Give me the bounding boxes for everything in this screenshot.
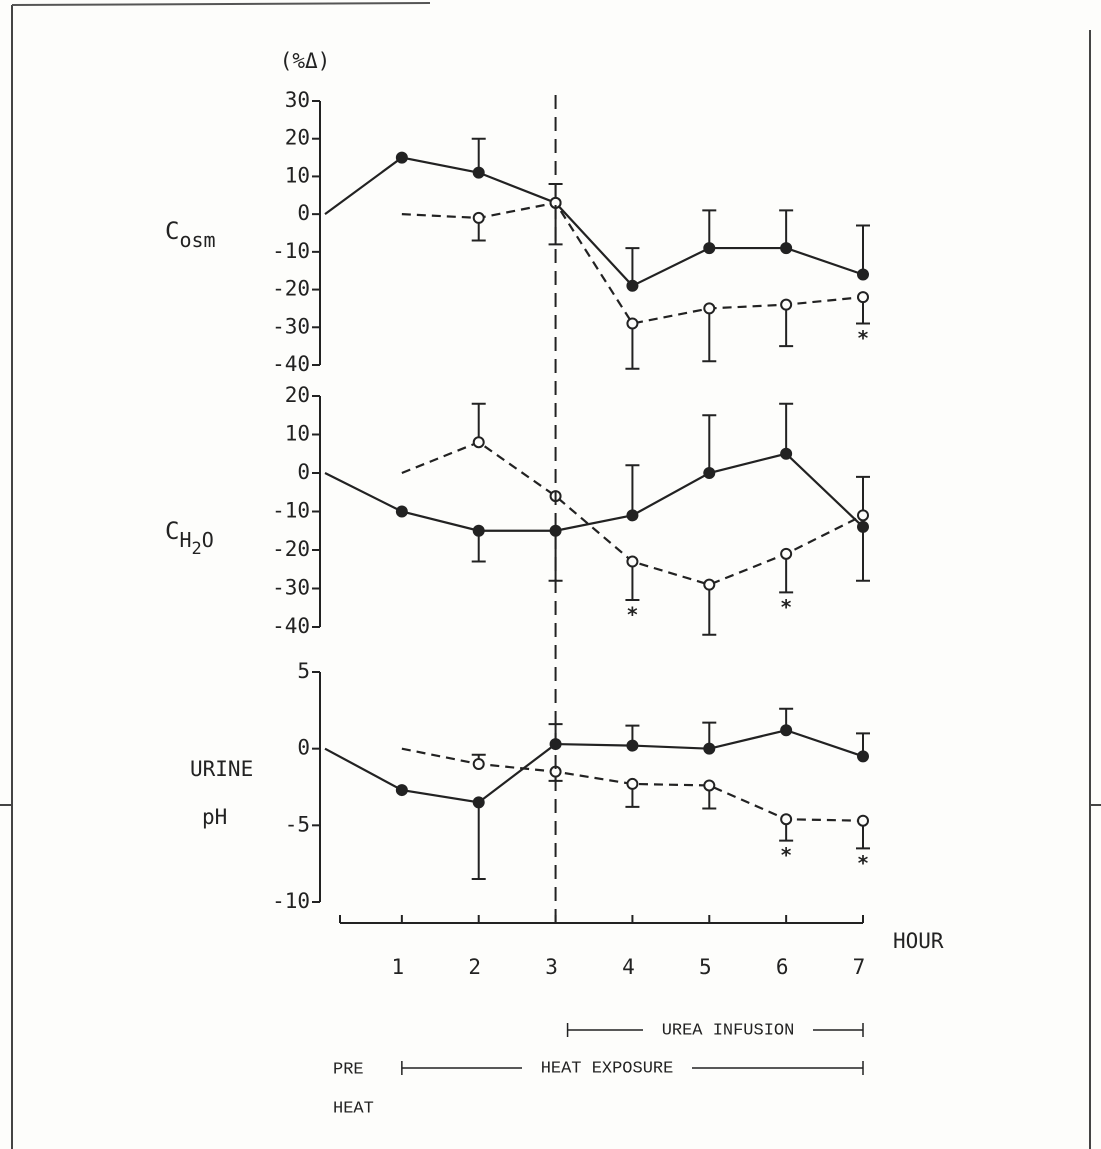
significance-star: * <box>857 326 869 350</box>
pre-heat-label: PRE <box>333 1060 364 1079</box>
marker <box>474 213 484 223</box>
x-tick-label: 7 <box>853 955 866 979</box>
marker <box>781 725 791 735</box>
y-tick-label: -20 <box>272 537 310 561</box>
x-tick-label: 2 <box>468 955 481 979</box>
marker <box>704 580 714 590</box>
significance-star: * <box>780 595 792 619</box>
marker <box>858 522 868 532</box>
marker <box>474 437 484 447</box>
x-tick-label: 5 <box>699 955 712 979</box>
significance-star: * <box>857 851 869 875</box>
y-tick-label: 5 <box>297 659 310 683</box>
y-tick-label: 20 <box>285 126 310 150</box>
marker <box>858 816 868 826</box>
period-label: HEAT EXPOSURE <box>541 1059 674 1078</box>
marker <box>474 797 484 807</box>
significance-star: * <box>626 603 638 627</box>
marker <box>627 281 637 291</box>
marker <box>858 751 868 761</box>
x-tick-label: 1 <box>392 955 405 979</box>
y-tick-label: -5 <box>285 812 310 836</box>
x-tick-label: 4 <box>622 955 635 979</box>
period-label: UREA INFUSION <box>662 1021 795 1040</box>
y-tick-label: 0 <box>297 460 310 484</box>
y-tick-label: -10 <box>272 889 310 913</box>
y-tick-label: -30 <box>272 576 310 600</box>
pre-heat-label: HEAT <box>333 1099 374 1118</box>
marker <box>781 449 791 459</box>
y-tick-label: -10 <box>272 239 310 263</box>
x-tick-label: 6 <box>776 955 789 979</box>
marker <box>627 319 637 329</box>
marker <box>781 814 791 824</box>
y-axis-label: URINE <box>190 757 253 781</box>
marker <box>397 153 407 163</box>
marker <box>474 168 484 178</box>
y-axis-label-part: H <box>179 528 191 552</box>
y-tick-label: 30 <box>285 88 310 112</box>
marker <box>627 510 637 520</box>
marker <box>627 557 637 567</box>
y-tick-label: -20 <box>272 277 310 301</box>
marker <box>704 468 714 478</box>
x-tick-label: 3 <box>545 955 558 979</box>
y-axis-label-part: C <box>165 217 179 245</box>
marker <box>474 526 484 536</box>
figure: 3020100-10-20-30-40(%Δ)Cosm*20100-10-20-… <box>0 0 1101 1149</box>
marker <box>781 549 791 559</box>
y-tick-label: -40 <box>272 614 310 638</box>
marker <box>627 779 637 789</box>
y-tick-label: -40 <box>272 352 310 376</box>
y-tick-label: 0 <box>297 201 310 225</box>
marker <box>704 744 714 754</box>
marker <box>858 292 868 302</box>
marker <box>397 507 407 517</box>
marker <box>474 759 484 769</box>
y-tick-label: -10 <box>272 499 310 523</box>
unit-label: (%Δ) <box>280 49 331 73</box>
marker <box>704 780 714 790</box>
y-axis-label: pH <box>202 805 227 829</box>
marker <box>781 243 791 253</box>
y-tick-label: -30 <box>272 314 310 338</box>
y-axis-label-part: O <box>202 528 214 552</box>
marker <box>858 510 868 520</box>
y-tick-label: 20 <box>285 383 310 407</box>
marker <box>704 303 714 313</box>
marker <box>781 300 791 310</box>
significance-star: * <box>780 843 792 867</box>
marker <box>858 269 868 279</box>
marker <box>704 243 714 253</box>
marker <box>397 785 407 795</box>
y-tick-label: 10 <box>285 422 310 446</box>
x-axis-label: HOUR <box>893 929 944 953</box>
y-axis-label-part: osm <box>179 228 215 252</box>
y-axis-label-part: C <box>165 517 179 545</box>
y-tick-label: 10 <box>285 163 310 187</box>
y-tick-label: 0 <box>297 736 310 760</box>
marker <box>627 741 637 751</box>
y-axis-label-part: 2 <box>192 539 202 559</box>
marker <box>551 526 561 536</box>
